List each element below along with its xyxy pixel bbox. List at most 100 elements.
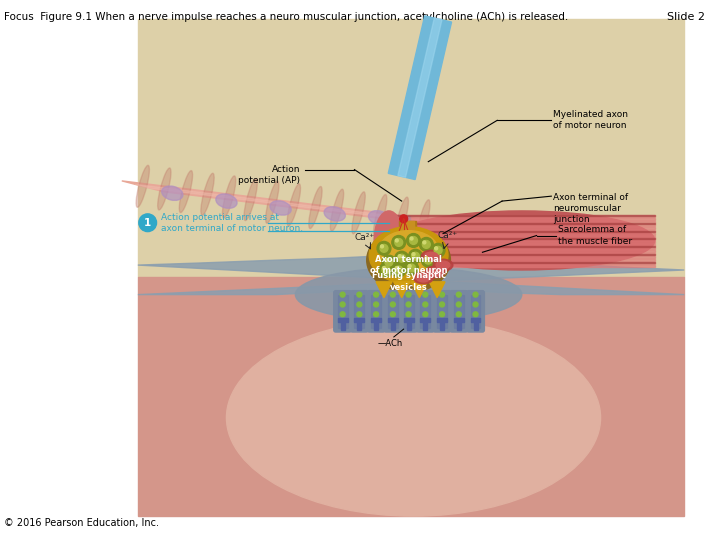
Bar <box>437 295 447 328</box>
Ellipse shape <box>309 186 322 228</box>
Bar <box>404 318 413 322</box>
Circle shape <box>385 258 393 266</box>
Bar <box>374 322 378 330</box>
Circle shape <box>473 312 478 317</box>
Bar <box>407 322 410 330</box>
Bar <box>389 251 654 252</box>
FancyBboxPatch shape <box>467 291 485 332</box>
Polygon shape <box>394 282 410 298</box>
Ellipse shape <box>424 252 438 260</box>
Circle shape <box>395 239 402 246</box>
Bar <box>391 322 395 330</box>
Circle shape <box>390 312 395 317</box>
Circle shape <box>392 235 405 249</box>
Circle shape <box>381 245 384 248</box>
Circle shape <box>423 240 431 248</box>
Polygon shape <box>388 16 451 180</box>
Circle shape <box>456 312 462 317</box>
Bar <box>389 245 654 246</box>
Circle shape <box>424 256 432 264</box>
Circle shape <box>410 237 413 240</box>
Circle shape <box>397 254 405 262</box>
Circle shape <box>382 266 390 274</box>
Text: Action potential arrives at
axon terminal of motor neuron.: Action potential arrives at axon termina… <box>161 213 304 233</box>
Bar <box>338 295 348 328</box>
Circle shape <box>379 263 393 277</box>
Circle shape <box>456 292 462 297</box>
Ellipse shape <box>352 192 365 234</box>
Text: Focus  Figure 9.1 When a nerve impulse reaches a neuro muscular junction, acetyl: Focus Figure 9.1 When a nerve impulse re… <box>4 12 568 22</box>
Ellipse shape <box>395 197 408 239</box>
Circle shape <box>357 302 362 307</box>
Bar <box>341 322 345 330</box>
Text: 1: 1 <box>144 218 151 228</box>
Bar <box>420 318 431 322</box>
Polygon shape <box>429 282 445 298</box>
Ellipse shape <box>426 266 445 278</box>
Bar <box>437 318 447 322</box>
Ellipse shape <box>369 227 448 284</box>
Circle shape <box>410 237 418 245</box>
Circle shape <box>385 259 388 262</box>
Polygon shape <box>138 255 684 295</box>
Circle shape <box>340 312 345 317</box>
Polygon shape <box>135 184 431 222</box>
Circle shape <box>374 302 379 307</box>
Bar <box>372 295 381 328</box>
Bar <box>354 318 364 322</box>
FancyBboxPatch shape <box>367 291 385 332</box>
Ellipse shape <box>416 274 431 282</box>
Circle shape <box>412 252 420 260</box>
Text: Slide 2: Slide 2 <box>667 12 705 22</box>
Circle shape <box>398 255 401 258</box>
FancyBboxPatch shape <box>401 221 415 251</box>
Ellipse shape <box>244 179 257 220</box>
Bar <box>389 246 654 247</box>
Bar <box>389 241 654 244</box>
FancyBboxPatch shape <box>396 216 410 280</box>
Circle shape <box>382 267 385 269</box>
Circle shape <box>357 292 362 297</box>
Polygon shape <box>398 18 442 177</box>
Text: Ca²⁺: Ca²⁺ <box>438 232 458 240</box>
Text: Sarcolemma of
the muscle fiber: Sarcolemma of the muscle fiber <box>558 226 632 246</box>
Ellipse shape <box>433 259 453 271</box>
Circle shape <box>340 302 345 307</box>
Bar <box>454 318 464 322</box>
Polygon shape <box>412 282 427 298</box>
Bar <box>389 239 654 240</box>
Bar <box>423 322 427 330</box>
Polygon shape <box>122 181 444 226</box>
Text: Axon terminal
of motor neuron: Axon terminal of motor neuron <box>370 255 447 275</box>
Circle shape <box>440 302 444 307</box>
Ellipse shape <box>369 211 390 225</box>
Circle shape <box>473 292 478 297</box>
Circle shape <box>423 302 428 307</box>
Bar <box>389 262 654 264</box>
FancyBboxPatch shape <box>416 291 434 332</box>
Ellipse shape <box>366 228 451 292</box>
Text: Ca²⁺: Ca²⁺ <box>354 233 374 242</box>
Circle shape <box>395 251 408 265</box>
Ellipse shape <box>287 184 300 226</box>
Text: Action
potential (AP): Action potential (AP) <box>238 165 300 185</box>
Circle shape <box>374 312 379 317</box>
Bar <box>389 230 654 232</box>
Bar <box>388 295 397 328</box>
Ellipse shape <box>295 267 522 322</box>
Circle shape <box>408 264 415 272</box>
Bar <box>404 295 413 328</box>
Circle shape <box>440 312 444 317</box>
Bar <box>389 262 654 263</box>
Circle shape <box>407 234 420 247</box>
Bar <box>138 277 684 516</box>
Ellipse shape <box>417 200 430 242</box>
Bar <box>389 259 654 261</box>
Circle shape <box>400 215 408 222</box>
Bar <box>389 224 654 226</box>
FancyBboxPatch shape <box>450 291 468 332</box>
Circle shape <box>425 256 428 260</box>
Circle shape <box>406 302 411 307</box>
Ellipse shape <box>324 207 346 221</box>
Circle shape <box>380 245 388 252</box>
